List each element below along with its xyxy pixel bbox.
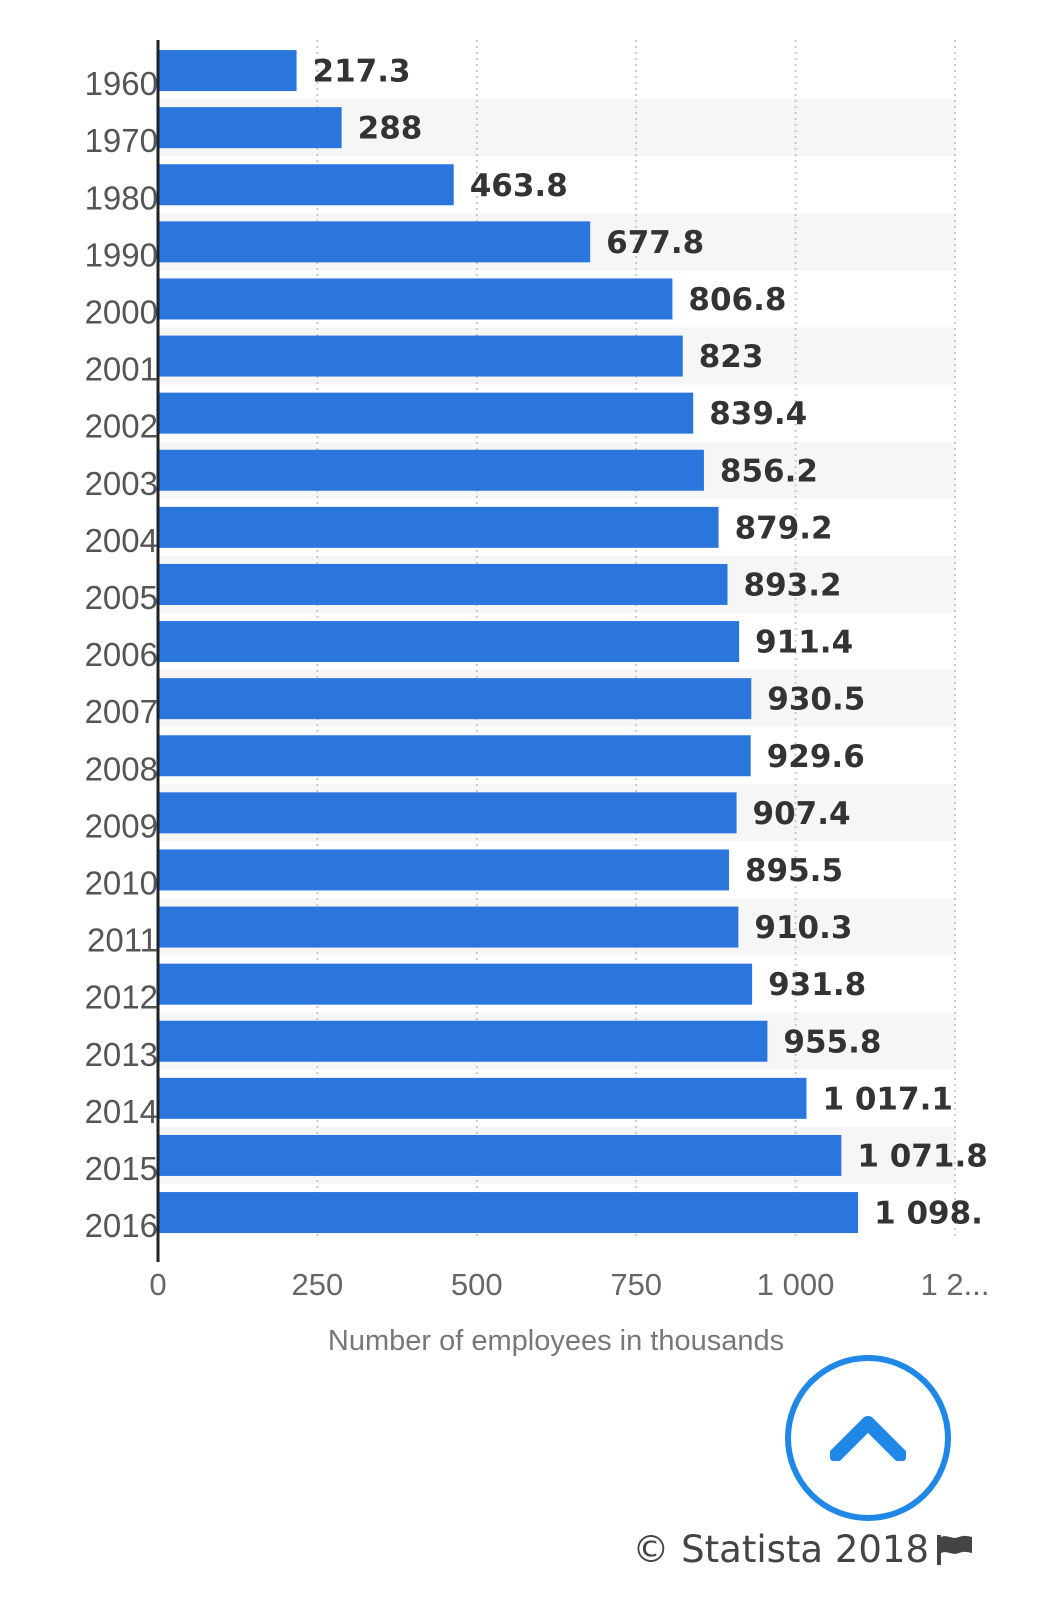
y-axis-labels: 1960 1970 1980 1990 2000 2001 2002 2003 2004 2005… xyxy=(85,65,158,1244)
value-label: 856.2 xyxy=(720,453,818,489)
value-label: 879.2 xyxy=(735,510,833,546)
bar[interactable] xyxy=(158,963,753,1005)
y-axis-label: 2005 xyxy=(85,579,158,616)
bar[interactable] xyxy=(158,1192,859,1234)
y-axis-label: 1960 xyxy=(85,65,158,102)
bar[interactable] xyxy=(158,792,737,834)
bar[interactable] xyxy=(158,1077,807,1119)
x-axis-labels: 0 250 500 750 1 000 1 2... xyxy=(149,1267,989,1302)
bar[interactable] xyxy=(158,1134,842,1176)
y-axis-label: 1980 xyxy=(85,179,158,216)
chevron-up-icon xyxy=(830,1416,906,1461)
x-axis-label: 1 2... xyxy=(921,1267,990,1302)
x-axis-label: 750 xyxy=(610,1267,662,1302)
value-label: 907.4 xyxy=(753,796,851,832)
x-axis-label: 250 xyxy=(292,1267,344,1302)
statista-credit[interactable]: © Statista 2018 xyxy=(632,1528,975,1571)
y-axis-label: 2008 xyxy=(85,750,158,787)
bars xyxy=(158,50,859,1234)
bar[interactable] xyxy=(158,906,739,948)
value-label: 911.4 xyxy=(755,625,853,661)
bar[interactable] xyxy=(158,1020,768,1062)
y-axis-label: 2014 xyxy=(85,1093,158,1130)
value-label: 288 xyxy=(358,111,423,147)
bar[interactable] xyxy=(158,506,719,548)
x-axis-label: 0 xyxy=(149,1267,166,1302)
value-label: 893.2 xyxy=(744,567,842,603)
value-label: 1 071.8 xyxy=(857,1138,987,1174)
bar[interactable] xyxy=(158,449,704,491)
bar[interactable] xyxy=(158,849,729,891)
value-label: 931.8 xyxy=(768,967,866,1003)
y-axis-label: 2000 xyxy=(85,294,158,331)
y-axis-label: 2007 xyxy=(85,693,158,730)
bar[interactable] xyxy=(158,50,297,92)
y-axis-label: 2006 xyxy=(85,636,158,673)
y-axis-label: 2002 xyxy=(85,408,158,445)
bar[interactable] xyxy=(158,678,752,720)
value-label: 677.8 xyxy=(606,225,704,261)
bar[interactable] xyxy=(158,107,342,149)
value-labels: 217.3 288 463.8 677.8 806.8 823 839.4 856.2 879.… xyxy=(313,54,988,1232)
value-label: 910.3 xyxy=(754,910,852,946)
value-label: 895.5 xyxy=(745,853,843,889)
y-axis-label: 1990 xyxy=(85,236,158,273)
value-label: 463.8 xyxy=(470,168,568,204)
bar[interactable] xyxy=(158,392,694,434)
bar-chart: 1960 1970 1980 1990 2000 2001 2002 2003 2004 2005… xyxy=(85,40,989,1357)
x-axis-label: 500 xyxy=(451,1267,503,1302)
x-axis-label: 1 000 xyxy=(757,1267,835,1302)
y-axis-label: 2011 xyxy=(87,922,158,959)
value-label: 1 098. xyxy=(874,1196,983,1232)
y-axis-label: 2016 xyxy=(85,1207,158,1244)
value-label: 955.8 xyxy=(783,1024,881,1060)
y-axis-label: 1970 xyxy=(85,122,158,159)
value-label: 929.6 xyxy=(767,739,865,775)
value-label: 217.3 xyxy=(313,54,411,90)
bar[interactable] xyxy=(158,621,740,663)
bar[interactable] xyxy=(158,563,728,605)
value-label: 823 xyxy=(699,339,764,375)
flag-icon[interactable] xyxy=(935,1533,975,1567)
bar[interactable] xyxy=(158,735,751,777)
y-axis-label: 2010 xyxy=(85,865,158,902)
y-axis-label: 2004 xyxy=(85,522,158,559)
y-axis-label: 2015 xyxy=(85,1150,158,1187)
value-label: 1 017.1 xyxy=(823,1081,953,1117)
y-axis-label: 2001 xyxy=(85,351,158,388)
y-axis-label: 2009 xyxy=(85,807,158,844)
value-label: 930.5 xyxy=(767,682,865,718)
bar[interactable] xyxy=(158,335,683,377)
value-label: 806.8 xyxy=(688,282,786,318)
bar[interactable] xyxy=(158,278,673,320)
x-axis-title: Number of employees in thousands xyxy=(328,1325,784,1357)
scroll-to-top-button[interactable] xyxy=(785,1355,951,1521)
y-axis-label: 2013 xyxy=(85,1036,158,1073)
y-axis-label: 2012 xyxy=(85,979,158,1016)
value-label: 839.4 xyxy=(709,396,807,432)
bar[interactable] xyxy=(158,164,454,206)
y-axis-label: 2003 xyxy=(85,465,158,502)
credit-text: © Statista 2018 xyxy=(632,1528,929,1571)
bar[interactable] xyxy=(158,221,591,263)
